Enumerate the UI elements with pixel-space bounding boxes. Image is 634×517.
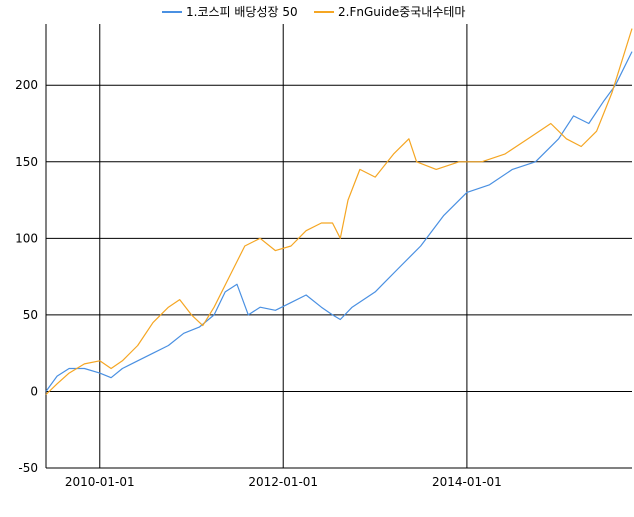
plot-border xyxy=(45,24,632,469)
legend-label-series-2: 2.FnGuide중국내수테마 xyxy=(338,5,465,19)
x-tick-labels: 2010-01-01 2012-01-01 2014-01-01 xyxy=(65,475,502,489)
x-tick-label: 2014-01-01 xyxy=(432,475,502,489)
y-tick-label: 200 xyxy=(15,78,38,92)
y-tick-label: 150 xyxy=(15,155,38,169)
y-tick-label: 0 xyxy=(30,384,38,398)
y-tick-label: 100 xyxy=(15,231,38,245)
x-tick-label: 2010-01-01 xyxy=(65,475,135,489)
grid xyxy=(46,24,632,469)
y-tick-label: 50 xyxy=(23,308,38,322)
series-line-1 xyxy=(45,51,633,392)
y-tick-labels: -50 0 50 100 150 200 xyxy=(15,78,38,475)
legend-label-series-1: 1.코스피 배당성장 50 xyxy=(186,5,298,19)
legend: 1.코스피 배당성장 50 2.FnGuide중국내수테마 xyxy=(162,5,465,19)
y-tick-label: -50 xyxy=(18,461,38,475)
x-tick-label: 2012-01-01 xyxy=(248,475,318,489)
series-line-2 xyxy=(45,28,633,395)
series-lines xyxy=(45,28,633,395)
